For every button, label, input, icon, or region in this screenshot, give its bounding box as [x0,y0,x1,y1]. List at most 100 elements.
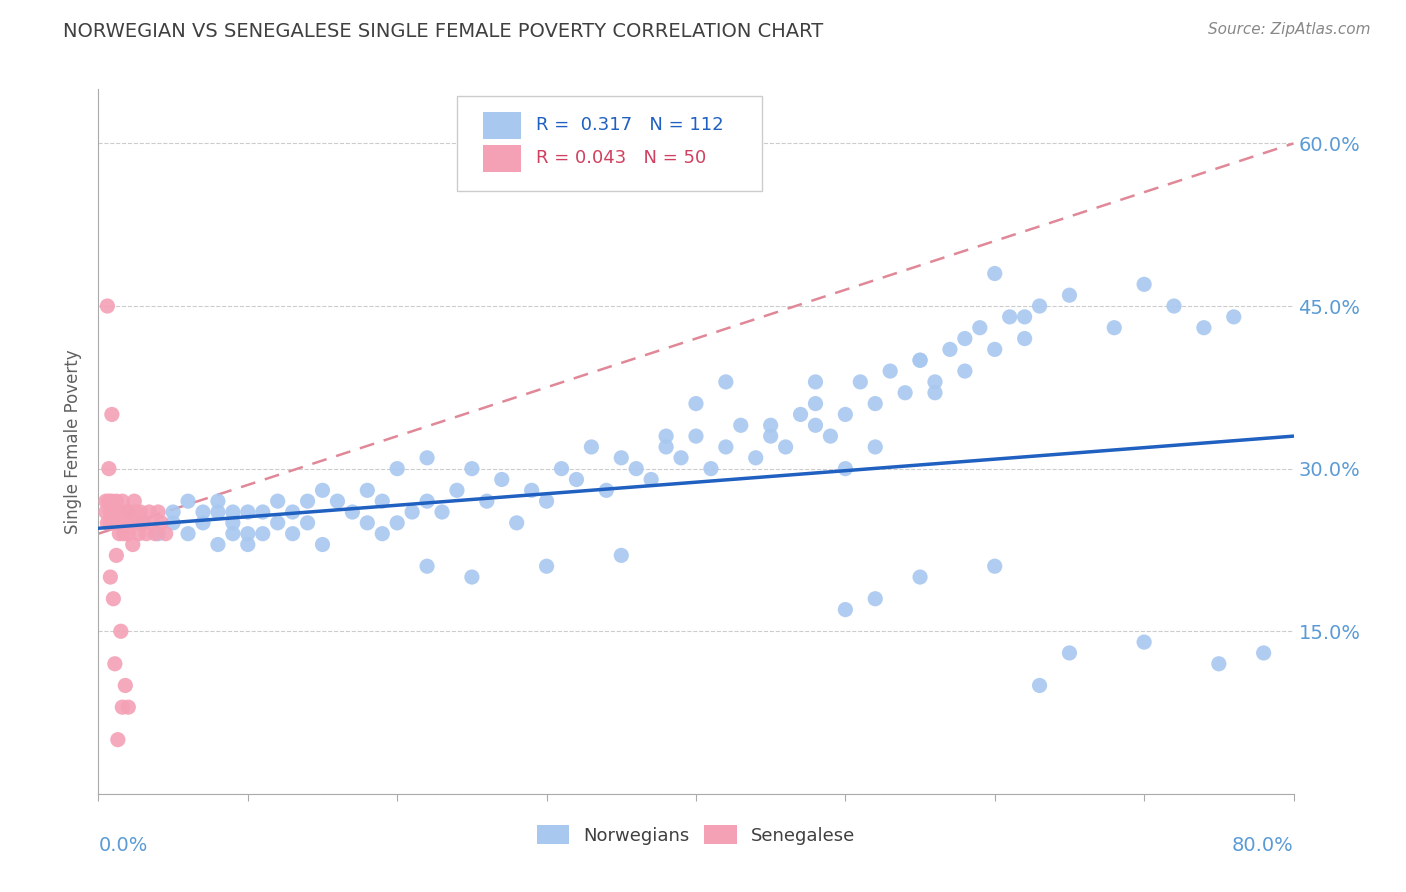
Point [207,505,229,519]
Point [155,526,177,541]
Point [385,516,409,530]
Point [371,526,394,541]
Point [98,505,122,519]
Point [124,494,146,508]
Point [759,418,782,433]
Point [416,559,439,574]
Point [416,494,439,508]
Point [125,505,148,519]
Point [105,494,128,508]
Text: 80.0%: 80.0% [1232,836,1294,855]
Point [236,537,259,551]
Point [105,516,128,530]
Point [108,526,131,541]
Point [111,494,134,508]
Point [1208,657,1230,671]
Point [984,267,1007,281]
Point [1223,310,1246,324]
Point [114,505,136,519]
Point [236,505,259,519]
Point [849,375,872,389]
Point [714,375,737,389]
Point [908,353,931,368]
Point [222,516,245,530]
Point [1104,320,1126,334]
Point [101,408,124,422]
Point [371,494,394,508]
Bar [484,145,522,171]
Point [565,473,588,487]
Point [98,516,122,530]
Text: 0.0%: 0.0% [98,836,148,855]
Point [143,526,166,541]
Point [865,396,887,410]
Point [311,483,333,498]
Point [595,483,617,498]
Point [984,343,1007,357]
Text: R =  0.317   N = 112: R = 0.317 N = 112 [536,116,724,134]
Point [191,505,214,519]
Point [112,526,135,541]
Point [626,461,648,475]
Point [401,505,423,519]
Point [110,624,132,639]
Legend: Norwegians, Senegalese: Norwegians, Senegalese [537,825,855,845]
Point [252,526,274,541]
Point [97,461,120,475]
Point [94,505,117,519]
Point [104,657,127,671]
Point [745,450,768,465]
Point [834,461,856,475]
Point [326,494,349,508]
Text: R = 0.043   N = 50: R = 0.043 N = 50 [536,149,706,168]
Point [520,483,543,498]
Point [1028,299,1050,313]
Point [1014,310,1036,324]
Point [96,516,118,530]
Point [132,516,155,530]
Point [117,526,139,541]
Point [120,516,142,530]
Point [953,364,976,378]
Point [177,526,200,541]
Point [865,440,887,454]
Point [506,516,529,530]
Point [655,440,678,454]
Point [297,494,319,508]
Point [222,526,245,541]
Point [162,516,184,530]
Point [610,549,633,563]
Point [297,516,319,530]
Point [1253,646,1275,660]
Point [1192,320,1215,334]
Point [998,310,1021,324]
Point [281,505,304,519]
Point [685,396,707,410]
Point [267,494,290,508]
Point [104,505,127,519]
Point [820,429,842,443]
Point [115,516,138,530]
Y-axis label: Single Female Poverty: Single Female Poverty [65,350,83,533]
Point [775,440,797,454]
Point [177,494,200,508]
Point [103,516,125,530]
Point [730,418,752,433]
Text: NORWEGIAN VS SENEGALESE SINGLE FEMALE POVERTY CORRELATION CHART: NORWEGIAN VS SENEGALESE SINGLE FEMALE PO… [63,22,824,41]
Point [685,429,707,443]
Point [103,505,125,519]
Point [191,516,214,530]
Point [94,494,117,508]
Point [804,396,827,410]
Point [107,732,129,747]
Point [939,343,962,357]
Point [103,591,125,606]
Point [356,516,378,530]
Point [953,332,976,346]
Point [834,602,856,616]
Point [135,526,157,541]
Point [252,505,274,519]
Point [281,526,304,541]
Point [879,364,901,378]
FancyBboxPatch shape [457,96,762,192]
